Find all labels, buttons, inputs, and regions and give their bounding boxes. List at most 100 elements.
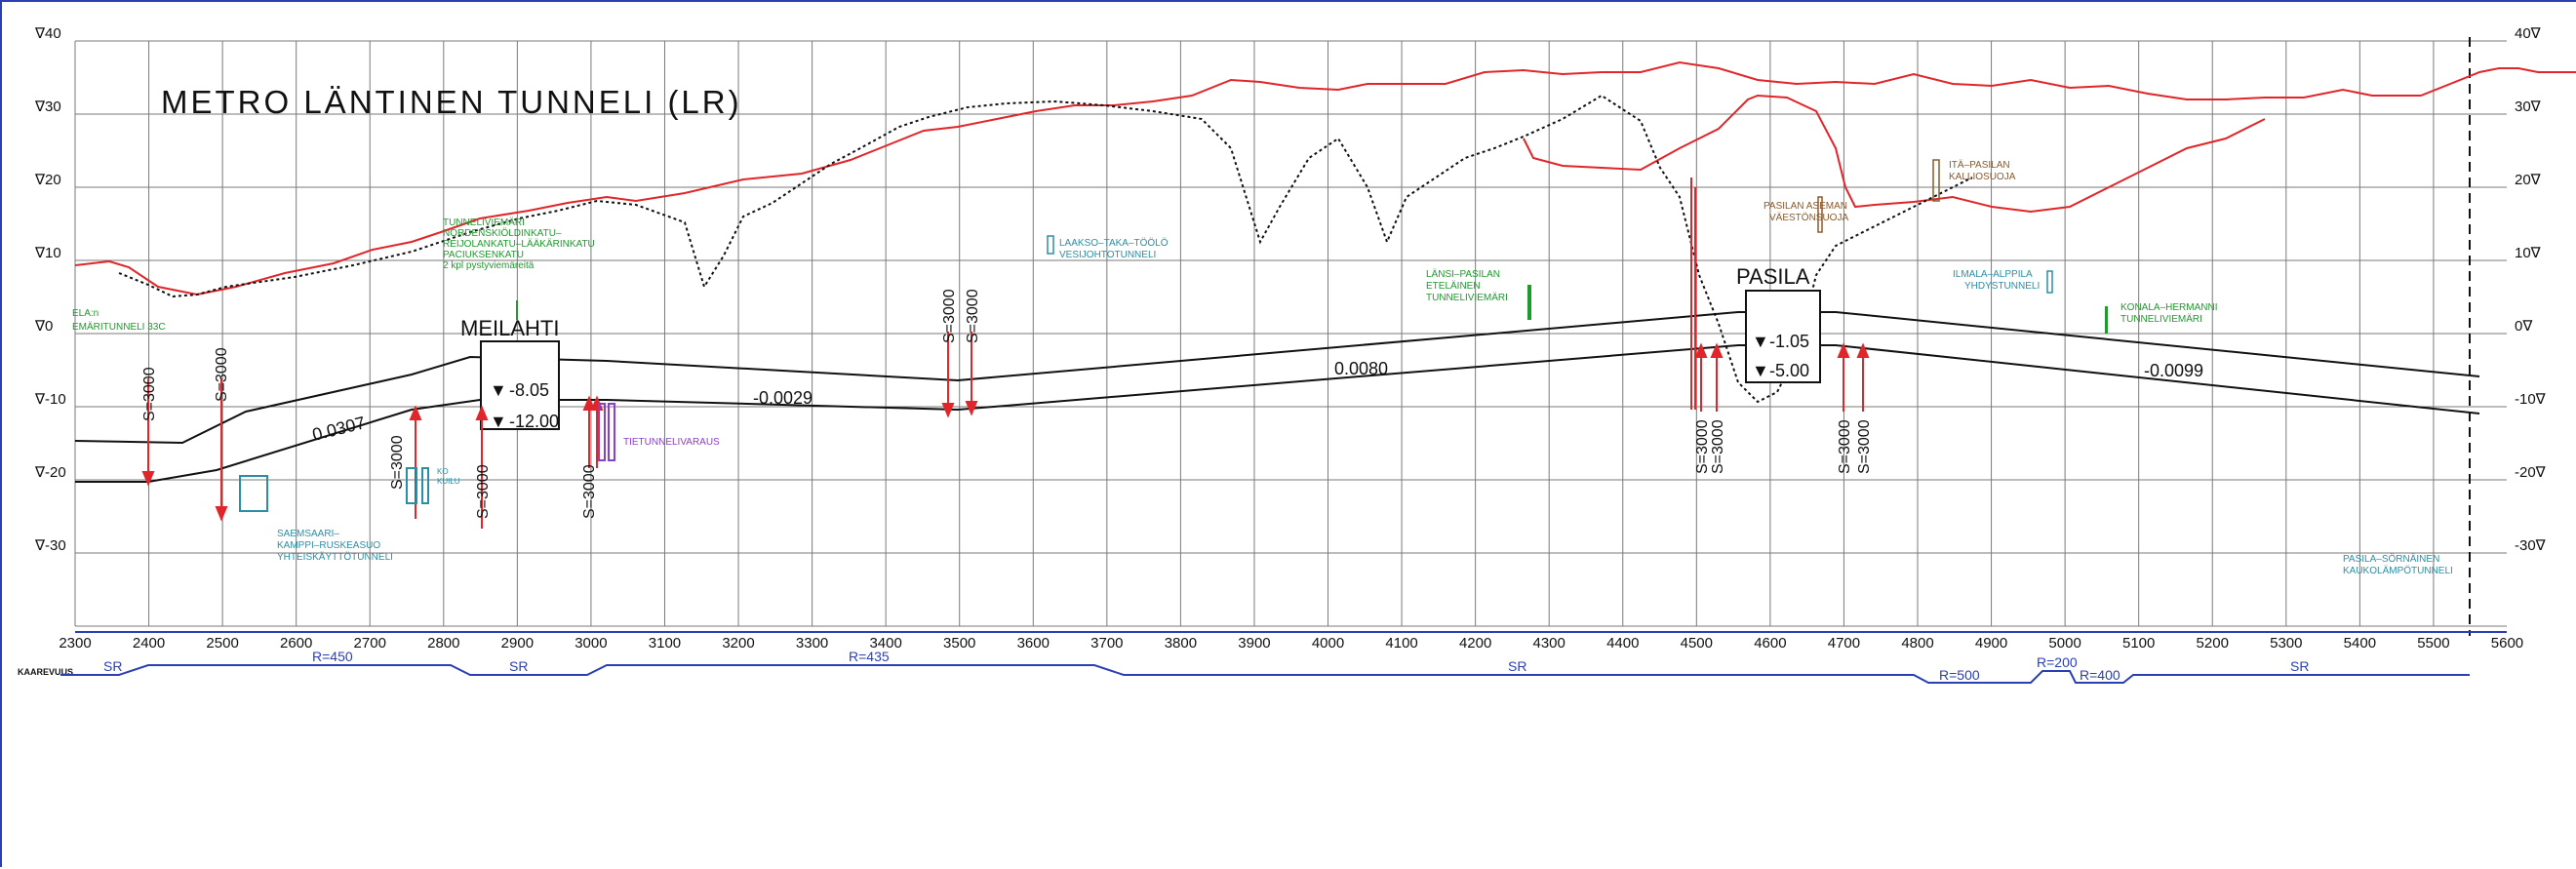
vertical-curve-label-4: S=3000 [475,464,492,519]
annotation-tunneliviemari-3: REIJOLANKATU–LÄÄKÄRINKATU [443,238,595,250]
annotation-tietunneli: TIETUNNELIVARAUS [623,437,720,448]
pasila-level-bottom-marker: ▼ [1752,361,1769,380]
ita-pasilan-marker [1932,159,1940,202]
chainage-label: 4900 [1975,635,2007,652]
curvature-line [60,664,2470,684]
chainage-label: 4300 [1533,635,1565,652]
curvature-seg-7: R=200 [2037,654,2078,670]
ground-surface-line-right [1523,94,2266,214]
curvature-seg-8: R=400 [2080,667,2120,683]
vertical-curve-arrows [141,178,1870,529]
annotation-saemsaari-3: YHTEISKÄYTTÖTUNNELI [277,551,393,563]
pasila-level-top-marker: ▼ [1752,332,1769,351]
pasila-station-name: PASILA [1736,264,1810,289]
annotation-saemsaari-2: KAMPPI–RUSKEASUO [277,540,380,551]
chainage-label: 2900 [501,635,534,652]
curvature-seg-4: R=435 [849,649,890,664]
elevation-label-left: ∇10 [34,245,61,261]
elevation-label-right: 20∇ [2515,172,2542,188]
ko-kuilu-marker [406,467,417,504]
annotation-tunneliviemari-1: TUNNELIVIEMÄRI [443,217,525,228]
elevation-axis-left: ∇40 ∇30 ∇20 ∇10 ∇0 ∇-10 ∇-20 ∇-30 [34,25,66,554]
meilahti-level-top: -8.05 [509,380,549,400]
chainage-label: 5600 [2491,635,2523,652]
grid [74,40,2507,627]
elevation-label-left: ∇30 [34,99,61,115]
elevation-axis-right: 40∇ 30∇ 20∇ 10∇ 0∇ -10∇ -20∇ -30∇ [2515,25,2547,554]
chainage-label: 3500 [943,635,975,652]
chainage-label: 3900 [1238,635,1270,652]
annotation-ela-line-1: ELA:n [72,308,99,319]
chainage-label: 5300 [2270,635,2302,652]
meilahti-level-bottom-marker: ▼ [490,412,507,431]
chainage-axis: 2300 2400 2500 2600 2700 2800 2900 3000 3100 3200… [59,631,2523,652]
tietunneli-marker-2 [608,403,615,461]
chainage-label: 5400 [2344,635,2376,652]
chainage-label: 3000 [575,635,607,652]
elevation-label-left: ∇0 [34,318,53,335]
curvature-seg-5: SR [1508,658,1526,674]
annotation-pasilan-asema-1: PASILAN ASEMAN [1764,201,1847,212]
chainage-label: 4800 [1901,635,1933,652]
gradient-1: 0.0307 [310,413,367,445]
chainage-label: 2300 [59,635,91,652]
chainage-label: 4600 [1754,635,1786,652]
elevation-label-left: ∇40 [34,25,61,42]
vertical-curve-label-8: S=3000 [1694,419,1711,474]
chainage-label: 4400 [1606,635,1639,652]
annotation-saemsaari-1: SAEMSAARI– [277,529,339,539]
annotation-pasila-sornainen-1: PASILA–SÖRNÄINEN [2343,553,2439,565]
chainage-label: 5100 [2122,635,2155,652]
annotation-ita-pasilan-2: KALLIOSUOJA [1949,172,2016,182]
curvature-label: KAAREVUUS [18,667,73,677]
gradient-2: -0.0029 [753,388,812,408]
chainage-label: 3600 [1017,635,1050,652]
annotation-konala-2: TUNNELIVIEMÄRI [2120,313,2202,325]
curvature-segments: SR R=450 SR R=435 SR R=500 R=200 R=400 S… [103,649,2309,683]
vertical-curve-label-9: S=3000 [1710,419,1726,474]
annotation-laakso-2: VESIJOHTOTUNNELI [1059,250,1156,260]
annotation-pasilan-asema-2: VÄESTÖNSUOJA [1769,212,1848,223]
gradient-3: 0.0080 [1334,359,1388,378]
annotation-ko: KO [437,467,449,476]
meilahti-level-bottom: -12.00 [509,412,559,431]
elevation-label-right: -30∇ [2515,537,2547,554]
elevation-label-left: ∇-20 [34,464,66,481]
chainage-label: 2400 [133,635,165,652]
annotation-tunneliviemari-5: 2 kpl pystyviemäreitä [443,260,535,271]
chainage-label: 3700 [1090,635,1123,652]
pasilan-asema-marker [1817,196,1823,233]
pasila-station-box [1745,290,1821,383]
annotation-tunneliviemari-2: NORDENSKIÖLDINKATU– [443,227,562,239]
drawing-title: METRO LÄNTINEN TUNNELI (LR) [161,84,742,120]
tunnel-bottom-line [75,344,2480,483]
elevation-label-left: ∇-10 [34,391,66,408]
lansi-pasila-marker [1527,285,1531,320]
chainage-label: 2500 [206,635,238,652]
meilahti-station-box [480,340,560,430]
elevation-label-right: -10∇ [2515,391,2547,408]
annotation-ela-line-2: EMÄRITUNNELI 33C [72,321,166,333]
laakso-marker [1047,235,1054,255]
annotation-lansi-pasila-3: TUNNELIVIEMÄRI [1426,292,1508,303]
pasila-level-bottom: -5.00 [1769,361,1809,380]
chainage-label: 3800 [1165,635,1197,652]
vertical-curve-label-2: S=3000 [214,347,230,402]
annotation-laakso-1: LAAKSO–TAKA–TÖÖLÖ [1059,237,1169,249]
ilmala-marker [2046,270,2053,294]
chainage-label: 4200 [1459,635,1491,652]
gradient-4: -0.0099 [2144,361,2203,380]
saemsaari-marker [239,475,268,512]
curvature-seg-2: R=450 [312,649,353,664]
elevation-label-left: ∇20 [34,172,61,188]
chainage-label: 3400 [869,635,901,652]
elevation-label-right: 40∇ [2515,25,2542,42]
ground-surface-line [74,60,2576,296]
elevation-label-left: ∇-30 [34,537,66,554]
chainage-label: 4500 [1681,635,1713,652]
tietunneli-marker-1 [598,403,606,461]
chainage-label: 2700 [354,635,386,652]
chainage-label: 2800 [427,635,459,652]
